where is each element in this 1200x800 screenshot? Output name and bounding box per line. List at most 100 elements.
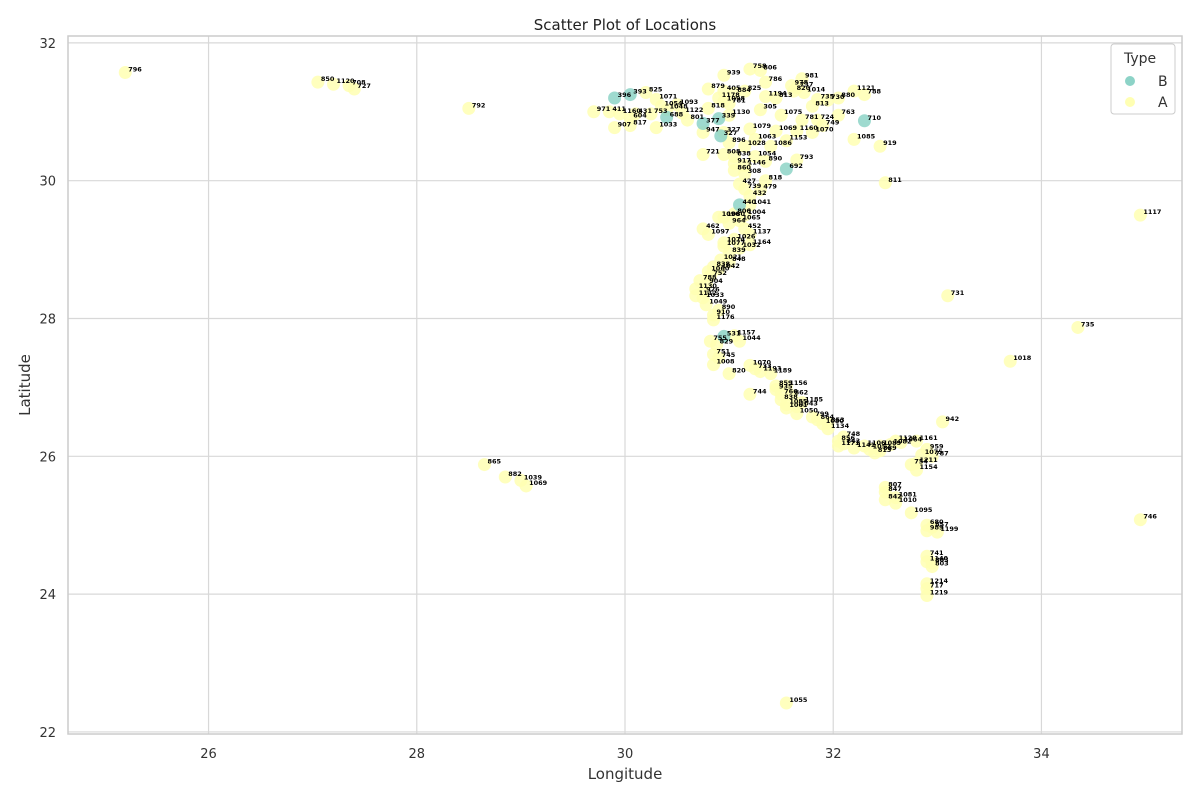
point-a-2 <box>326 77 340 91</box>
point-a-93 <box>743 227 757 241</box>
point-a-98 <box>733 241 747 255</box>
point-label-a-191: 1117 <box>1143 208 1161 216</box>
point-label-a-94: 1026 <box>737 232 756 240</box>
x-tick-label-1: 28 <box>409 747 426 762</box>
point-a-62 <box>764 139 778 153</box>
point-label-a-192: 746 <box>1143 513 1157 521</box>
point-label-a-73: 917 <box>737 156 751 164</box>
point-label-a-113: 890 <box>722 303 736 311</box>
point-label-a-10: 604 <box>633 112 647 120</box>
point-a-1 <box>311 75 325 89</box>
point-label-a-13: 817 <box>633 119 647 127</box>
point-label-a-96: 1077 <box>727 239 745 247</box>
point-label-a-61: 1153 <box>789 134 807 142</box>
point-label-a-64: 919 <box>883 139 897 147</box>
point-label-a-98: 1032 <box>743 241 761 249</box>
point-label-a-149: 1141 <box>857 441 876 449</box>
point-a-76 <box>738 167 752 181</box>
point-a-57 <box>769 124 783 138</box>
point-label-a-92: 1097 <box>711 227 729 235</box>
point-a-178 <box>920 524 934 538</box>
point-label-a-130: 935 <box>779 382 793 390</box>
point-label-a-43: 735 <box>821 92 835 100</box>
point-label-a-44: 730 <box>831 93 845 101</box>
point-label-a-187: 1055 <box>789 696 808 704</box>
point-label-a-41: 788 <box>867 88 881 96</box>
point-label-a-148: 1171 <box>841 439 860 447</box>
plot-frame <box>67 35 1183 735</box>
chart-title: Scatter Plot of Locations <box>534 16 717 34</box>
point-a-75 <box>727 163 741 177</box>
point-b-4 <box>660 110 674 124</box>
point-label-a-50: 1075 <box>784 108 803 116</box>
point-label-a-140: 799 <box>815 410 829 418</box>
point-a-97 <box>743 238 757 252</box>
point-a-165 <box>936 415 950 429</box>
point-label-b-5: 692 <box>789 162 803 170</box>
point-label-a-3: 708 <box>352 79 366 87</box>
point-label-a-119: 829 <box>720 338 734 346</box>
point-a-11 <box>644 107 658 121</box>
point-label-a-26: 786 <box>769 75 783 83</box>
point-label-a-128: 859 <box>779 379 793 387</box>
point-label-a-32: 781 <box>732 97 746 105</box>
point-a-33 <box>759 90 773 104</box>
point-label-a-19: 1048 <box>670 103 689 111</box>
point-a-58 <box>790 124 804 138</box>
point-a-44 <box>821 93 835 107</box>
point-label-a-173: 842 <box>888 493 902 501</box>
plot-border <box>67 35 1183 735</box>
point-a-61 <box>779 134 793 148</box>
point-a-188 <box>941 289 955 303</box>
tick-labels: 26 28 30 32 34 22 24 26 28 30 32 <box>39 37 1049 762</box>
point-label-a-153: 1082 <box>893 438 911 446</box>
point-label-a-6: 971 <box>597 105 611 113</box>
point-a-169 <box>519 479 533 493</box>
point-a-68 <box>717 148 731 162</box>
point-label-a-35: 981 <box>805 72 819 80</box>
point-label-a-5: 792 <box>472 101 486 109</box>
point-label-a-81: 432 <box>753 189 767 197</box>
point-a-71 <box>759 154 773 168</box>
point-label-a-87: 1065 <box>743 214 762 222</box>
point-label-a-55: 327 <box>727 125 741 133</box>
point-label-a-163: 754 <box>914 458 928 466</box>
point-label-a-58: 1160 <box>800 124 819 132</box>
point-a-123 <box>722 367 736 381</box>
point-label-a-170: 807 <box>888 480 902 488</box>
point-a-122 <box>706 358 720 372</box>
point-label-a-84: 806 <box>737 207 751 215</box>
point-label-a-42: 880 <box>841 91 855 99</box>
point-label-a-166: 865 <box>487 458 501 466</box>
point-label-a-146: 856 <box>841 434 855 442</box>
point-b-2 <box>712 112 726 126</box>
point-a-115 <box>706 313 720 327</box>
point-a-59 <box>805 125 819 139</box>
point-b-0 <box>608 91 622 105</box>
point-a-175 <box>904 506 918 520</box>
point-label-a-174: 1010 <box>899 496 918 504</box>
point-label-a-47: 724 <box>821 113 835 121</box>
point-a-12 <box>608 121 622 135</box>
point-label-a-126: 1193 <box>763 365 781 373</box>
point-label-a-151: 1052 <box>873 442 891 450</box>
point-a-158 <box>910 434 924 448</box>
point-label-a-36: 978 <box>795 79 809 87</box>
point-label-a-176: 680 <box>930 518 944 526</box>
point-a-49 <box>795 113 809 127</box>
point-b-8 <box>717 329 731 343</box>
point-a-183 <box>925 560 939 574</box>
point-label-a-30: 1178 <box>722 91 741 99</box>
point-label-a-183: 803 <box>935 560 949 568</box>
point-label-a-177: 857 <box>935 520 949 528</box>
point-a-0 <box>118 66 132 80</box>
point-a-46 <box>831 108 845 122</box>
point-label-a-74: 1146 <box>748 159 767 167</box>
point-label-a-52: 1130 <box>732 108 751 116</box>
x-tick-label-4: 34 <box>1033 747 1050 762</box>
point-label-a-121: 745 <box>722 351 736 359</box>
point-a-63 <box>847 132 861 146</box>
point-label-a-190: 735 <box>1081 320 1095 328</box>
point-label-a-125: 733 <box>758 362 772 370</box>
point-label-a-178: 989 <box>930 524 944 532</box>
